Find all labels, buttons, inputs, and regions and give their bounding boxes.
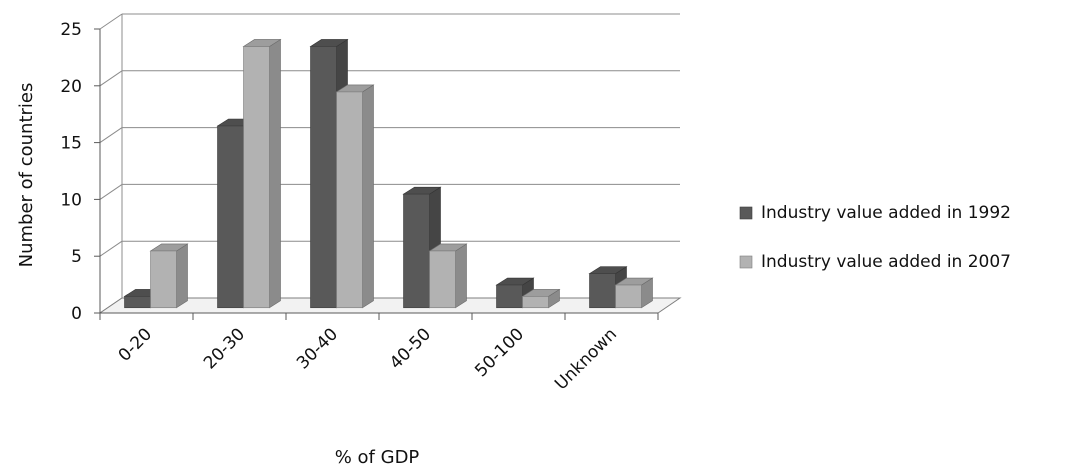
bar: [428, 243, 468, 309]
y-tick-label: 25: [60, 20, 82, 40]
y-tick-label: 0: [71, 304, 82, 324]
y-axis-title: Number of countries: [16, 83, 37, 268]
x-tick-label: 30-40: [293, 324, 342, 373]
bar: [402, 186, 442, 309]
bar: [149, 243, 189, 309]
y-tick-label: 20: [60, 77, 82, 97]
legend-item: Industry value added in 1992: [739, 203, 1011, 223]
bar-front-face: [403, 193, 430, 309]
x-tick-label: 0-20: [115, 324, 156, 365]
legend-swatch: [739, 206, 753, 220]
bar-side-face: [362, 84, 374, 309]
y-tick-label: 5: [71, 247, 82, 267]
bar-side-face: [176, 243, 188, 309]
bar: [242, 38, 282, 309]
x-tick-label: 40-50: [386, 324, 435, 373]
legend-label: Industry value added in 2007: [761, 252, 1011, 272]
bar: [614, 277, 654, 309]
bar-front-face: [217, 125, 244, 309]
bar-side-face: [455, 243, 467, 309]
bar-front-face: [310, 46, 337, 309]
bar-front-face: [496, 284, 523, 309]
y-tick-label: 10: [60, 190, 82, 210]
bar-layer: [123, 38, 654, 309]
x-tick-label: 50-100: [471, 324, 528, 381]
bar-front-face: [615, 284, 642, 309]
x-tick-label: Unknown: [551, 324, 621, 394]
gridline-diagonal: [99, 70, 123, 87]
bar: [335, 84, 375, 309]
bar: [521, 288, 561, 309]
bar-front-face: [150, 250, 177, 309]
x-tick-label: 20-30: [200, 324, 249, 373]
bar-side-face: [269, 38, 281, 309]
x-axis-title: % of GDP: [335, 447, 420, 468]
gridline-diagonal: [99, 183, 123, 200]
bar-front-face: [589, 273, 616, 309]
bar-front-face: [243, 46, 270, 309]
gridline-diagonal: [99, 127, 123, 144]
legend-label: Industry value added in 1992: [761, 203, 1011, 223]
bar-front-face: [336, 91, 363, 309]
gridline-diagonal: [99, 240, 123, 257]
gridline-diagonal: [99, 13, 123, 30]
legend: Industry value added in 1992 Industry val…: [739, 203, 1011, 272]
legend-item: Industry value added in 2007: [739, 252, 1011, 272]
bar-front-face: [429, 250, 456, 309]
y-tick-label: 15: [60, 134, 82, 154]
legend-swatch: [739, 255, 753, 269]
bar-front-face: [522, 296, 549, 309]
bar-front-face: [124, 296, 151, 309]
